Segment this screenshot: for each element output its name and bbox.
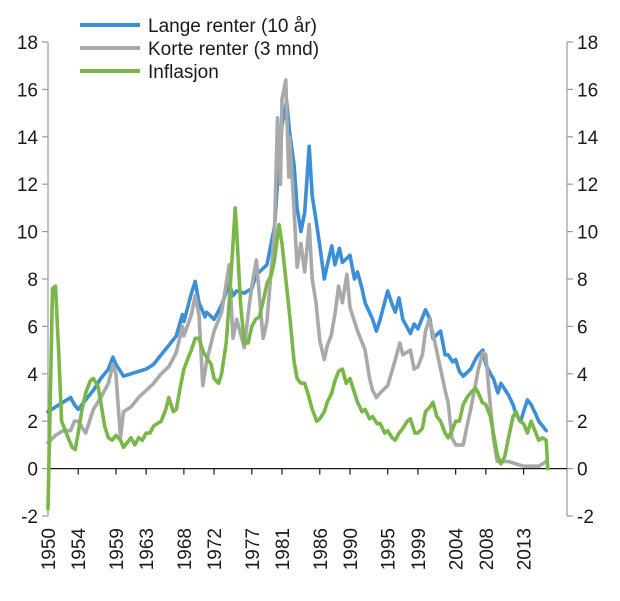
series-line-0 <box>46 99 548 433</box>
x-tick-label: 1999 <box>409 528 430 570</box>
left-y-tick-label: 14 <box>17 128 39 149</box>
left-y-tick-label: 12 <box>17 175 38 196</box>
left-y-tick-label: 4 <box>27 365 38 386</box>
left-y-tick-label: 10 <box>17 223 38 244</box>
right-y-tick-label: -2 <box>577 507 594 528</box>
right-y-tick-label: 4 <box>577 365 588 386</box>
legend-label: Inflasjon <box>148 62 219 83</box>
right-y-tick-label: 6 <box>577 317 588 338</box>
series-group <box>46 78 550 511</box>
x-tick-label: 2013 <box>515 528 536 570</box>
legend-label: Lange renter (10 år) <box>148 16 317 37</box>
x-tick-label: 1972 <box>205 528 226 570</box>
left-y-tick-label: 18 <box>17 33 38 54</box>
left-y-tick-label: 16 <box>17 80 38 101</box>
x-tick-label: 1950 <box>39 528 60 570</box>
x-tick-label: 1954 <box>69 528 90 571</box>
x-tick-label: 1977 <box>243 528 264 570</box>
x-tick-label: 1990 <box>341 528 362 570</box>
left-y-tick-label: 0 <box>27 460 38 481</box>
right-y-tick-label: 0 <box>577 460 588 481</box>
x-tick-label: 1995 <box>379 528 400 570</box>
left-y-tick-label: 2 <box>27 412 38 433</box>
right-y-tick-label: 16 <box>577 80 598 101</box>
axes: -2 -2 0 0 2 2 4 4 6 6 8 8 10 10 12 12 14 14 16 16 18 18 1950 19… <box>17 33 599 570</box>
right-y-tick-label: 2 <box>577 412 588 433</box>
x-tick-label: 1968 <box>175 528 196 570</box>
legend: Lange renter (10 år)Korte renter (3 mnd)… <box>80 16 319 83</box>
left-y-tick-label: 8 <box>27 270 38 291</box>
x-tick-label: 1986 <box>311 528 332 570</box>
x-tick-label: 1981 <box>273 528 294 570</box>
left-y-tick-label: 6 <box>27 317 38 338</box>
x-tick-label: 1963 <box>137 528 158 570</box>
series-line-1 <box>46 78 548 468</box>
right-y-tick-label: 14 <box>577 128 599 149</box>
x-tick-label: 2004 <box>447 528 468 571</box>
x-tick-label: 1959 <box>107 528 128 570</box>
right-y-tick-label: 12 <box>577 175 598 196</box>
x-tick-label: 2008 <box>477 528 498 570</box>
legend-label: Korte renter (3 mnd) <box>148 39 319 60</box>
right-y-tick-label: 8 <box>577 270 588 291</box>
right-y-tick-label: 10 <box>577 223 598 244</box>
series-line-2 <box>46 206 550 511</box>
left-y-tick-label: -2 <box>21 507 38 528</box>
right-y-tick-label: 18 <box>577 33 598 54</box>
